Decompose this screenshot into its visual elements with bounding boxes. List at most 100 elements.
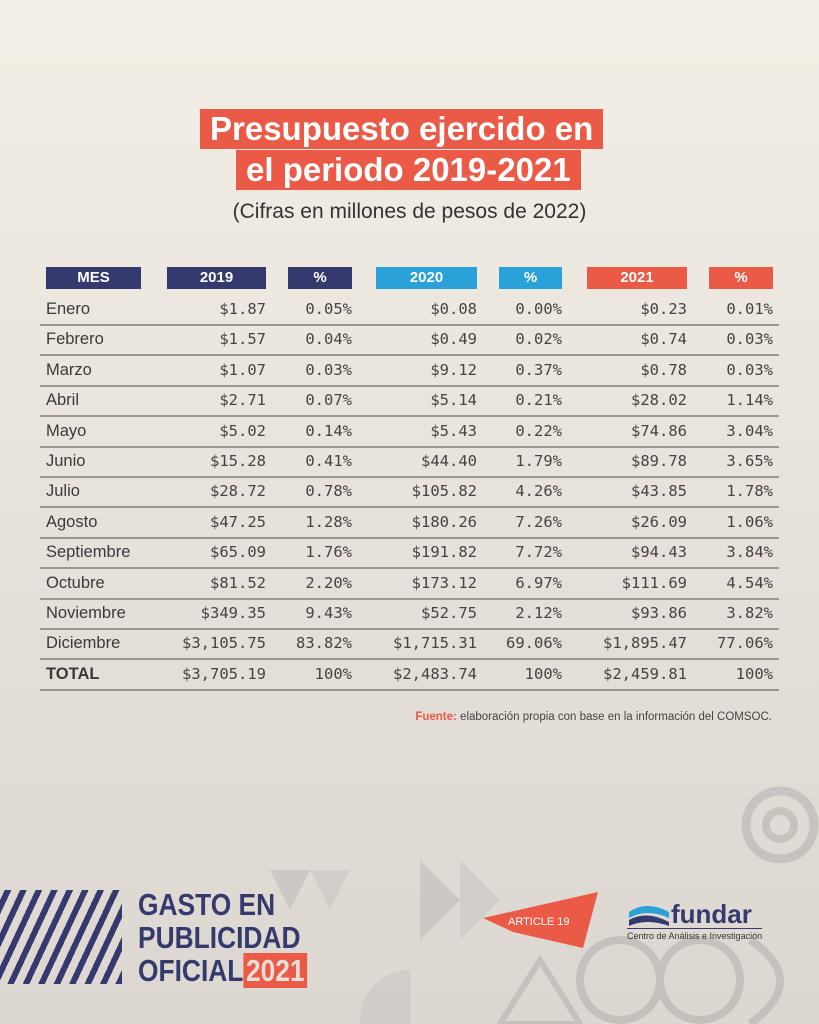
value-cell: 0.01% bbox=[726, 300, 773, 318]
value-cell: 0.03% bbox=[726, 360, 773, 379]
value-cell: 2.12% bbox=[515, 604, 562, 622]
table-row: Mayo $5.02 0.14% $5.43 0.22% $74.86 3.04% bbox=[40, 416, 779, 448]
value-cell: $93.86 bbox=[631, 604, 687, 622]
value-cell: 0.03% bbox=[305, 360, 352, 379]
month-cell: Octubre bbox=[46, 573, 105, 592]
value-cell: 4.26% bbox=[515, 482, 562, 501]
article19-logo: ARTICLE 19 bbox=[483, 890, 603, 955]
campaign-brand: GASTO EN PUBLICIDAD OFICIAL2021 bbox=[138, 888, 308, 988]
value-cell: 1.76% bbox=[305, 543, 352, 562]
value-cell: 0.04% bbox=[305, 330, 352, 349]
value-cell: $0.49 bbox=[430, 330, 477, 349]
month-cell: Septiembre bbox=[46, 543, 131, 562]
value-cell: 0.37% bbox=[515, 360, 562, 379]
value-cell: $47.25 bbox=[210, 512, 266, 531]
value-cell: 0.00% bbox=[515, 300, 562, 318]
value-cell: 100% bbox=[524, 664, 562, 683]
fundar-subtitle: Centro de Análisis e Investigación bbox=[627, 928, 763, 941]
value-cell: 0.05% bbox=[305, 300, 352, 318]
value-cell: $349.35 bbox=[200, 604, 266, 622]
value-cell: $74.86 bbox=[631, 421, 687, 440]
table-row: Febrero $1.57 0.04% $0.49 0.02% $0.74 0.03% bbox=[40, 324, 779, 357]
table-row: Agosto $47.25 1.28% $180.26 7.26% $26.09 1.06% bbox=[40, 507, 779, 539]
value-cell: $81.52 bbox=[210, 573, 266, 592]
month-cell: Febrero bbox=[46, 330, 104, 349]
value-cell: 7.26% bbox=[515, 512, 562, 531]
month-cell: Agosto bbox=[46, 512, 98, 531]
value-cell: 0.22% bbox=[515, 421, 562, 440]
value-cell: 3.65% bbox=[726, 452, 773, 470]
table-row: Octubre $81.52 2.20% $173.12 6.97% $111.69 4.5… bbox=[40, 568, 779, 600]
value-cell: $28.02 bbox=[631, 391, 687, 410]
wave-icon bbox=[629, 906, 669, 926]
value-cell: $0.23 bbox=[640, 300, 687, 318]
table-row: Enero $1.87 0.05% $0.08 0.00% $0.23 0.01% bbox=[40, 294, 779, 326]
value-cell: $0.74 bbox=[640, 330, 687, 349]
table-row: Abril $2.71 0.07% $5.14 0.21% $28.02 1.14% bbox=[40, 385, 779, 418]
value-cell: $5.43 bbox=[430, 421, 477, 440]
month-cell: Noviembre bbox=[46, 604, 126, 622]
value-cell: $2,483.74 bbox=[393, 664, 477, 683]
value-cell: 1.14% bbox=[726, 391, 773, 410]
table-row: Noviembre $349.35 9.43% $52.75 2.12% $93.86 3.… bbox=[40, 598, 779, 630]
value-cell: $1.87 bbox=[219, 300, 266, 318]
value-cell: 0.21% bbox=[515, 391, 562, 410]
value-cell: 100% bbox=[735, 664, 773, 683]
subtitle: (Cifras en millones de pesos de 2022) bbox=[232, 200, 587, 223]
column-header-1: 2019 bbox=[167, 267, 266, 289]
value-cell: 3.82% bbox=[726, 604, 773, 622]
value-cell: $65.09 bbox=[210, 543, 266, 562]
value-cell: $105.82 bbox=[411, 482, 477, 501]
value-cell: $5.02 bbox=[219, 421, 266, 440]
table-row: Septiembre $65.09 1.76% $191.82 7.72% $94.43 3… bbox=[40, 537, 779, 570]
value-cell: $52.75 bbox=[421, 604, 477, 622]
value-cell: $3,105.75 bbox=[182, 634, 266, 653]
value-cell: 1.28% bbox=[305, 512, 352, 531]
value-cell: $26.09 bbox=[631, 512, 687, 531]
value-cell: $2,459.81 bbox=[603, 664, 687, 683]
value-cell: 0.02% bbox=[515, 330, 562, 349]
column-header-0: MES bbox=[46, 267, 141, 289]
value-cell: 0.78% bbox=[305, 482, 352, 501]
value-cell: $94.43 bbox=[631, 543, 687, 562]
month-cell: Abril bbox=[46, 391, 80, 410]
value-cell: $28.72 bbox=[210, 482, 266, 501]
value-cell: $15.28 bbox=[210, 452, 266, 470]
table-row: Marzo $1.07 0.03% $9.12 0.37% $0.78 0.03% bbox=[40, 355, 779, 387]
value-cell: 77.06% bbox=[717, 634, 773, 653]
value-cell: 83.82% bbox=[296, 634, 352, 653]
total-row: TOTAL $3,705.19 100% $2,483.74 100% $2,459.81… bbox=[40, 659, 779, 691]
value-cell: 1.06% bbox=[726, 512, 773, 531]
source-label: Fuente: bbox=[415, 711, 457, 723]
brand-line-3: OFICIAL bbox=[138, 953, 244, 988]
value-cell: 2.20% bbox=[305, 573, 352, 592]
value-cell: $0.08 bbox=[430, 300, 477, 318]
brand-line-2: PUBLICIDAD bbox=[138, 920, 301, 955]
value-cell: 9.43% bbox=[305, 604, 352, 622]
column-header-5: 2021 bbox=[587, 267, 687, 289]
month-cell: Julio bbox=[46, 482, 80, 501]
value-cell: $0.78 bbox=[640, 360, 687, 379]
value-cell: 4.54% bbox=[726, 573, 773, 592]
concentric-circles-decoration bbox=[741, 786, 819, 864]
value-cell: $43.85 bbox=[631, 482, 687, 501]
value-cell: 0.41% bbox=[305, 452, 352, 470]
fundar-name: fundar bbox=[671, 899, 752, 929]
source-note: Fuente: elaboración propia con base en l… bbox=[415, 711, 772, 723]
fundar-logo: fundar Centro de Análisis e Investigació… bbox=[627, 899, 763, 941]
value-cell: $5.14 bbox=[430, 391, 477, 410]
month-cell: Mayo bbox=[46, 421, 87, 440]
diagonal-stripes-decoration bbox=[0, 890, 122, 984]
value-cell: 0.03% bbox=[726, 330, 773, 349]
value-cell: $1.07 bbox=[219, 360, 266, 379]
table-row: Julio $28.72 0.78% $105.82 4.26% $43.85 1.78% bbox=[40, 476, 779, 509]
value-cell: $44.40 bbox=[421, 452, 477, 470]
value-cell: 3.84% bbox=[726, 543, 773, 562]
month-cell: Enero bbox=[46, 300, 91, 318]
geometric-pattern-decoration bbox=[270, 860, 784, 1024]
value-cell: $180.26 bbox=[411, 512, 477, 531]
brand-year: 2021 bbox=[243, 953, 308, 988]
value-cell: $1,895.47 bbox=[603, 634, 687, 653]
value-cell: 7.72% bbox=[515, 543, 562, 562]
value-cell: $111.69 bbox=[621, 573, 687, 592]
